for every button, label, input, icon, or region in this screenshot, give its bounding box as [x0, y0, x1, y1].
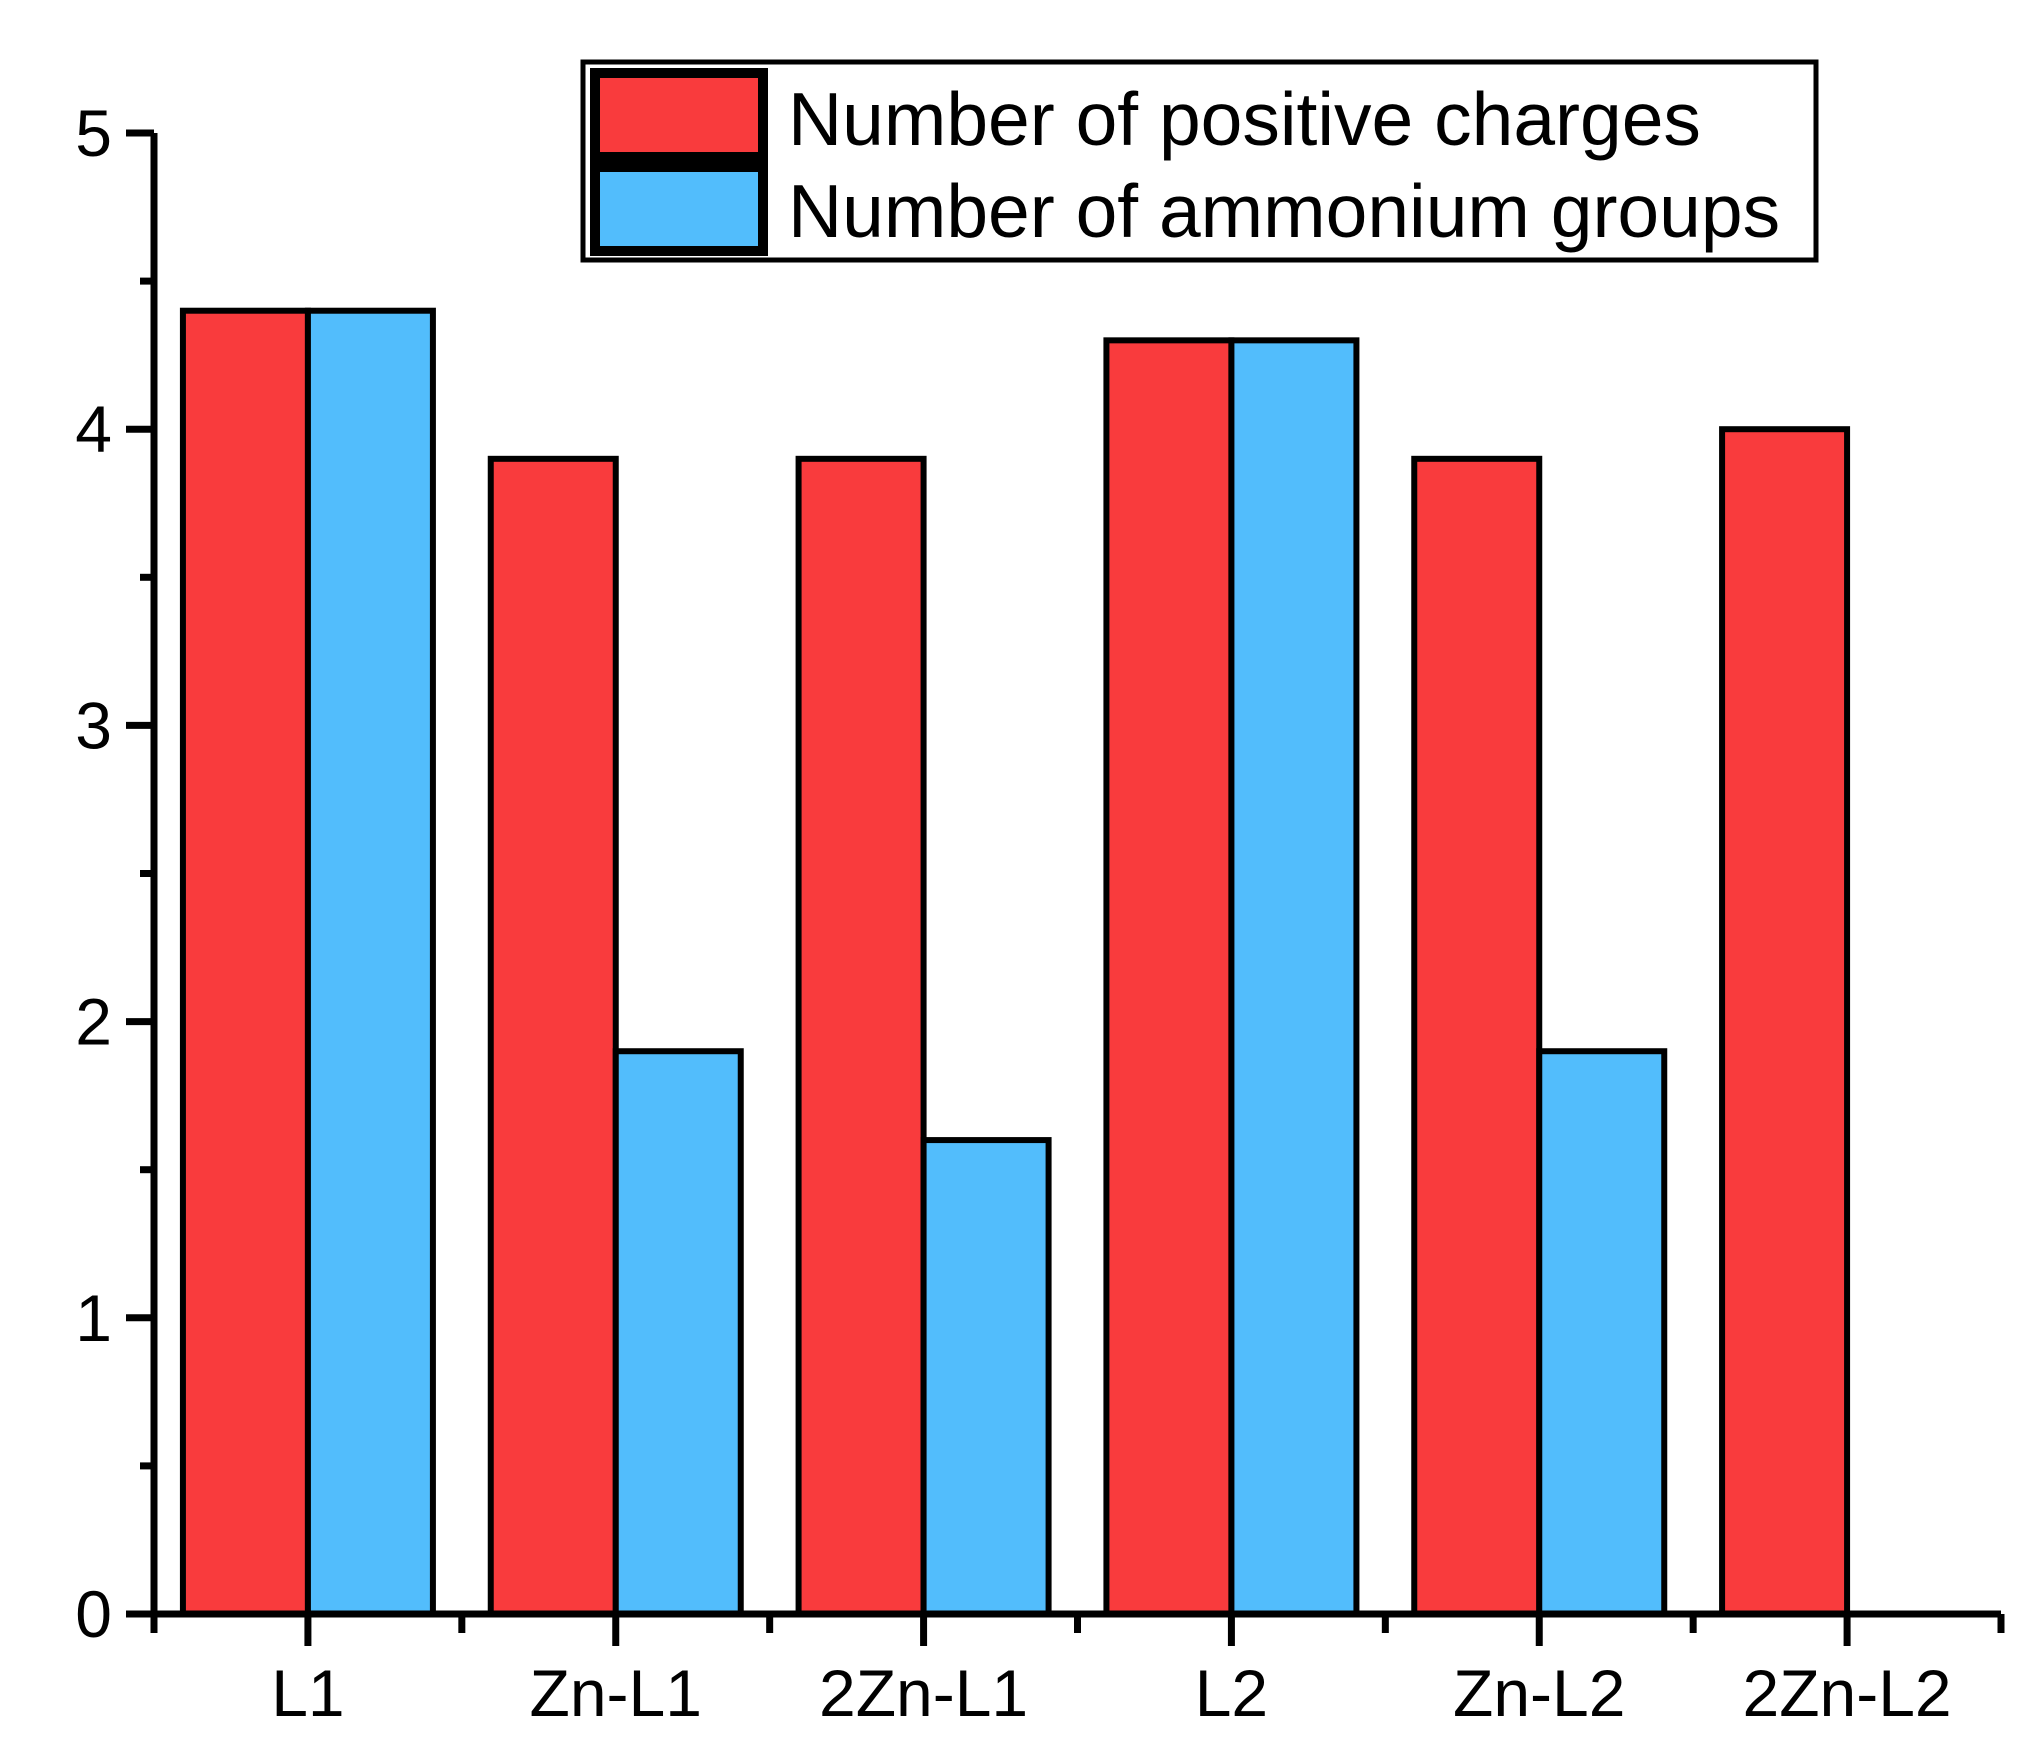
bar-L1-series2: [304, 307, 436, 1618]
bar-2Zn-L1-series2: [920, 1137, 1052, 1617]
x-category-label: 2Zn-L1: [819, 1656, 1028, 1730]
x-category-label: Zn-L2: [1453, 1656, 1625, 1730]
legend-swatch-series2: [590, 162, 768, 256]
legend-swatch-series1: [590, 68, 768, 162]
legend-box: [580, 59, 1819, 263]
bar-L2-series1: [1103, 337, 1235, 1618]
bar-Zn-L1-series1: [487, 455, 619, 1618]
y-tick-label: 1: [75, 1281, 112, 1355]
x-category-label: L2: [1195, 1656, 1268, 1730]
bar-2Zn-L1-series1: [795, 455, 927, 1618]
y-tick-label: 2: [75, 985, 112, 1059]
y-tick-label: 4: [75, 392, 112, 466]
x-category-label: 2Zn-L2: [1743, 1656, 1952, 1730]
bar-Zn-L2-series1: [1411, 455, 1543, 1618]
y-tick-label: 5: [75, 96, 112, 170]
bar-Zn-L1-series2: [612, 1048, 744, 1617]
bar-2Zn-L2-series1: [1719, 426, 1851, 1618]
y-tick-label: 0: [75, 1577, 112, 1651]
legend-label-series1: Number of positive charges: [788, 77, 1701, 161]
bar-Zn-L2-series2: [1536, 1048, 1668, 1617]
x-category-label: Zn-L1: [530, 1656, 702, 1730]
legend-label-series2: Number of ammonium groups: [788, 169, 1780, 253]
bar-L1-series1: [179, 307, 311, 1618]
y-tick-label: 3: [75, 688, 112, 762]
bar-L2-series2: [1228, 337, 1360, 1618]
x-category-label: L1: [271, 1656, 344, 1730]
